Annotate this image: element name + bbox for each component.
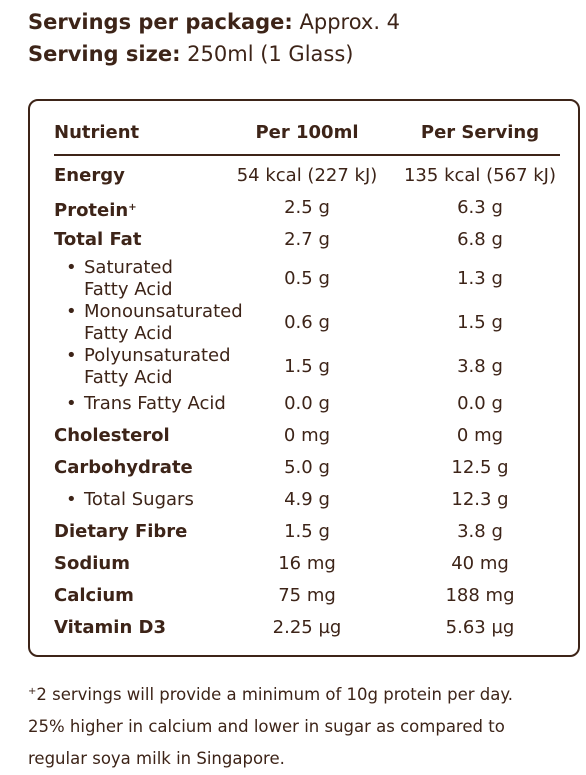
- value-per-serving: 3.8 g: [457, 521, 503, 542]
- value-per-100ml: 16 mg: [278, 553, 336, 574]
- value-per-serving: 1.3 g: [457, 268, 503, 289]
- value-per-serving: 0 mg: [456, 425, 504, 446]
- value-per-100ml: 5.0 g: [284, 457, 330, 478]
- value-per-100ml: 2.7 g: [284, 229, 330, 250]
- serving-size-label: Serving size:: [28, 42, 181, 66]
- value-per-100ml: 54 kcal (227 kJ): [236, 165, 378, 186]
- nutrient-name: • Monounsaturated Fatty Acid: [66, 301, 243, 345]
- bullet-icon: •: [66, 257, 77, 278]
- table-row-polyunsaturated-fatty-acid: • Polyunsaturated Fatty Acid 1.5 g 3.8 g: [0, 345, 586, 389]
- value-per-serving: 12.3 g: [451, 489, 509, 510]
- footnote-text: 2 servings will provide a minimum of 10g…: [36, 685, 514, 704]
- nutrient-name: • Trans Fatty Acid: [66, 393, 226, 415]
- nutrition-table-panel: [28, 99, 580, 657]
- nutrient-name-text: Protein: [54, 200, 129, 221]
- value-per-serving: 188 mg: [445, 585, 515, 606]
- table-row-total-sugars: • Total Sugars 4.9 g 12.3 g: [0, 489, 586, 511]
- table-row-sodium: Sodium 16 mg 40 mg: [0, 553, 586, 575]
- footnote-line: regular soya milk in Singapore.: [28, 749, 285, 768]
- nutrient-name: • Polyunsaturated Fatty Acid: [66, 345, 231, 389]
- header-per-100ml: Per 100ml: [255, 122, 359, 143]
- value-per-100ml: 75 mg: [278, 585, 336, 606]
- table-row-protein: Protein+ 2.5 g 6.3 g: [0, 197, 586, 222]
- value-per-100ml: 0.6 g: [284, 312, 330, 333]
- nutrient-name: Protein+: [54, 197, 137, 222]
- nutrient-name-line: Fatty Acid: [84, 323, 173, 344]
- servings-per-package: Servings per package: Approx. 4: [28, 6, 400, 38]
- table-row-total-fat: Total Fat 2.7 g 6.8 g: [0, 229, 586, 251]
- value-per-serving: 1.5 g: [457, 312, 503, 333]
- table-row-vitamin-d3: Vitamin D3 2.25 µg 5.63 µg: [0, 617, 586, 639]
- table-row-dietary-fibre: Dietary Fibre 1.5 g 3.8 g: [0, 521, 586, 543]
- value-per-100ml: 0 mg: [283, 425, 331, 446]
- nutrient-name: Energy: [54, 165, 125, 186]
- bullet-icon: •: [66, 345, 77, 366]
- table-row-cholesterol: Cholesterol 0 mg 0 mg: [0, 425, 586, 447]
- nutrient-name: Carbohydrate: [54, 457, 193, 478]
- serving-size-value: 250ml (1 Glass): [187, 42, 354, 66]
- value-per-100ml: 0.0 g: [284, 393, 330, 414]
- table-row-saturated-fatty-acid: • Saturated Fatty Acid 0.5 g 1.3 g: [0, 257, 586, 301]
- nutrient-name: • Total Sugars: [66, 489, 194, 511]
- value-per-100ml: 4.9 g: [284, 489, 330, 510]
- nutrient-name: Dietary Fibre: [54, 521, 188, 542]
- nutrient-name-line: Fatty Acid: [84, 279, 173, 300]
- value-per-100ml: 2.25 µg: [272, 617, 342, 638]
- serving-info: Servings per package: Approx. 4 Serving …: [28, 6, 400, 70]
- value-per-serving: 6.3 g: [457, 197, 503, 218]
- nutrient-name-line: Fatty Acid: [84, 367, 173, 388]
- protein-footnote-mark: +: [128, 202, 137, 213]
- nutrient-name-line: Saturated: [84, 257, 173, 278]
- footnote-line: 25% higher in calcium and lower in sugar…: [28, 717, 505, 736]
- header-divider: [54, 154, 560, 156]
- value-per-serving: 12.5 g: [451, 457, 509, 478]
- value-per-serving: 6.8 g: [457, 229, 503, 250]
- footnote: +2 servings will provide a minimum of 10…: [28, 676, 513, 775]
- value-per-serving: 5.63 µg: [445, 617, 515, 638]
- nutrient-name: • Saturated Fatty Acid: [66, 257, 173, 301]
- value-per-serving: 135 kcal (567 kJ): [403, 165, 556, 186]
- nutrient-name: Vitamin D3: [54, 617, 167, 638]
- nutrient-name: Calcium: [54, 585, 134, 606]
- table-row-carbohydrate: Carbohydrate 5.0 g 12.5 g: [0, 457, 586, 479]
- table-row-trans-fatty-acid: • Trans Fatty Acid 0.0 g 0.0 g: [0, 393, 586, 415]
- bullet-icon: •: [66, 489, 77, 510]
- nutrient-name: Sodium: [54, 553, 130, 574]
- nutrient-name-text: Trans Fatty Acid: [84, 393, 226, 414]
- value-per-100ml: 1.5 g: [284, 521, 330, 542]
- header-nutrient: Nutrient: [54, 122, 140, 143]
- serving-size: Serving size: 250ml (1 Glass): [28, 38, 400, 70]
- table-row-energy: Energy 54 kcal (227 kJ) 135 kcal (567 kJ…: [0, 165, 586, 187]
- nutrient-name-text: Total Sugars: [84, 489, 194, 510]
- value-per-serving: 40 mg: [451, 553, 509, 574]
- servings-per-package-value: Approx. 4: [299, 10, 401, 34]
- nutrient-name-line: Polyunsaturated: [84, 345, 231, 366]
- footnote-mark: +: [28, 686, 37, 697]
- servings-per-package-label: Servings per package:: [28, 10, 293, 34]
- value-per-100ml: 0.5 g: [284, 268, 330, 289]
- value-per-100ml: 1.5 g: [284, 356, 330, 377]
- nutrient-name: Cholesterol: [54, 425, 170, 446]
- nutrient-name: Total Fat: [54, 229, 142, 250]
- header-per-serving: Per Serving: [420, 122, 540, 143]
- value-per-100ml: 2.5 g: [284, 197, 330, 218]
- value-per-serving: 3.8 g: [457, 356, 503, 377]
- table-row-calcium: Calcium 75 mg 188 mg: [0, 585, 586, 607]
- bullet-icon: •: [66, 301, 77, 322]
- table-row-monounsaturated-fatty-acid: • Monounsaturated Fatty Acid 0.6 g 1.5 g: [0, 301, 586, 345]
- nutrient-name-line: Monounsaturated: [84, 301, 243, 322]
- bullet-icon: •: [66, 393, 77, 414]
- footnote-line: +2 servings will provide a minimum of 10…: [28, 676, 513, 711]
- value-per-serving: 0.0 g: [457, 393, 503, 414]
